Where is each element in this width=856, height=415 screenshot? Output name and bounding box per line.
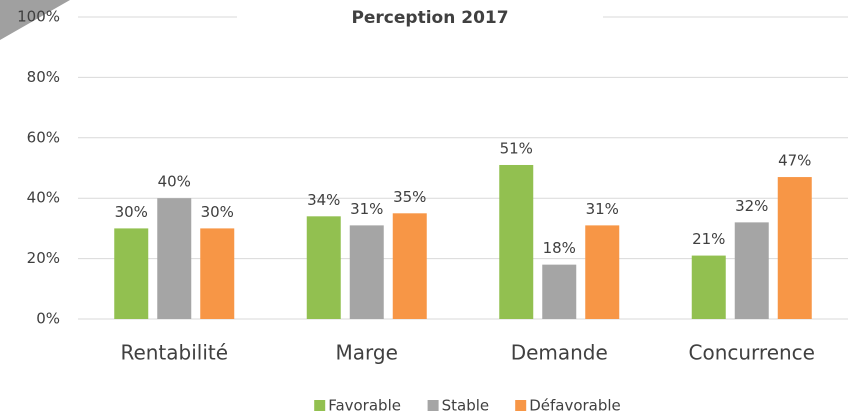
bar	[777, 177, 812, 319]
bar	[306, 216, 341, 319]
y-tick-label: 60%	[27, 128, 60, 146]
legend-label: Défavorable	[529, 397, 621, 415]
y-tick-label: 0%	[36, 310, 60, 328]
legend-swatch	[314, 400, 326, 411]
bar	[114, 228, 149, 319]
value-label: 35%	[393, 188, 426, 206]
value-label: 47%	[778, 152, 811, 170]
value-label: 51%	[500, 139, 533, 157]
value-label: 34%	[307, 191, 340, 209]
x-tick-label: Rentabilité	[120, 341, 228, 365]
value-label: 30%	[201, 203, 234, 221]
value-label: 40%	[158, 173, 191, 191]
corner-decoration	[0, 0, 70, 40]
y-tick-label: 100%	[17, 8, 60, 26]
value-label: 32%	[735, 197, 768, 215]
bar	[542, 264, 577, 319]
legend-swatch	[515, 400, 527, 411]
chart-title: Perception 2017	[351, 8, 508, 28]
y-tick-label: 20%	[27, 249, 60, 267]
value-label: 21%	[692, 230, 725, 248]
bar	[691, 255, 726, 319]
legend-label: Stable	[442, 397, 490, 415]
bar	[200, 228, 235, 319]
x-tick-label: Demande	[511, 341, 608, 365]
title-box	[237, 2, 603, 32]
y-tick-label: 80%	[27, 68, 60, 86]
value-label: 31%	[586, 200, 619, 218]
legend-swatch	[427, 400, 439, 411]
value-label: 18%	[543, 239, 576, 257]
bar	[349, 225, 384, 319]
x-tick-label: Marge	[336, 341, 398, 365]
y-tick-label: 40%	[27, 189, 60, 207]
bar	[499, 164, 534, 319]
x-tick-label: Concurrence	[689, 341, 815, 365]
value-label: 30%	[115, 203, 148, 221]
bar	[392, 213, 427, 319]
bar	[157, 198, 192, 319]
bar	[734, 222, 769, 319]
value-label: 31%	[350, 200, 383, 218]
legend-label: Favorable	[328, 397, 401, 415]
bar	[585, 225, 620, 319]
